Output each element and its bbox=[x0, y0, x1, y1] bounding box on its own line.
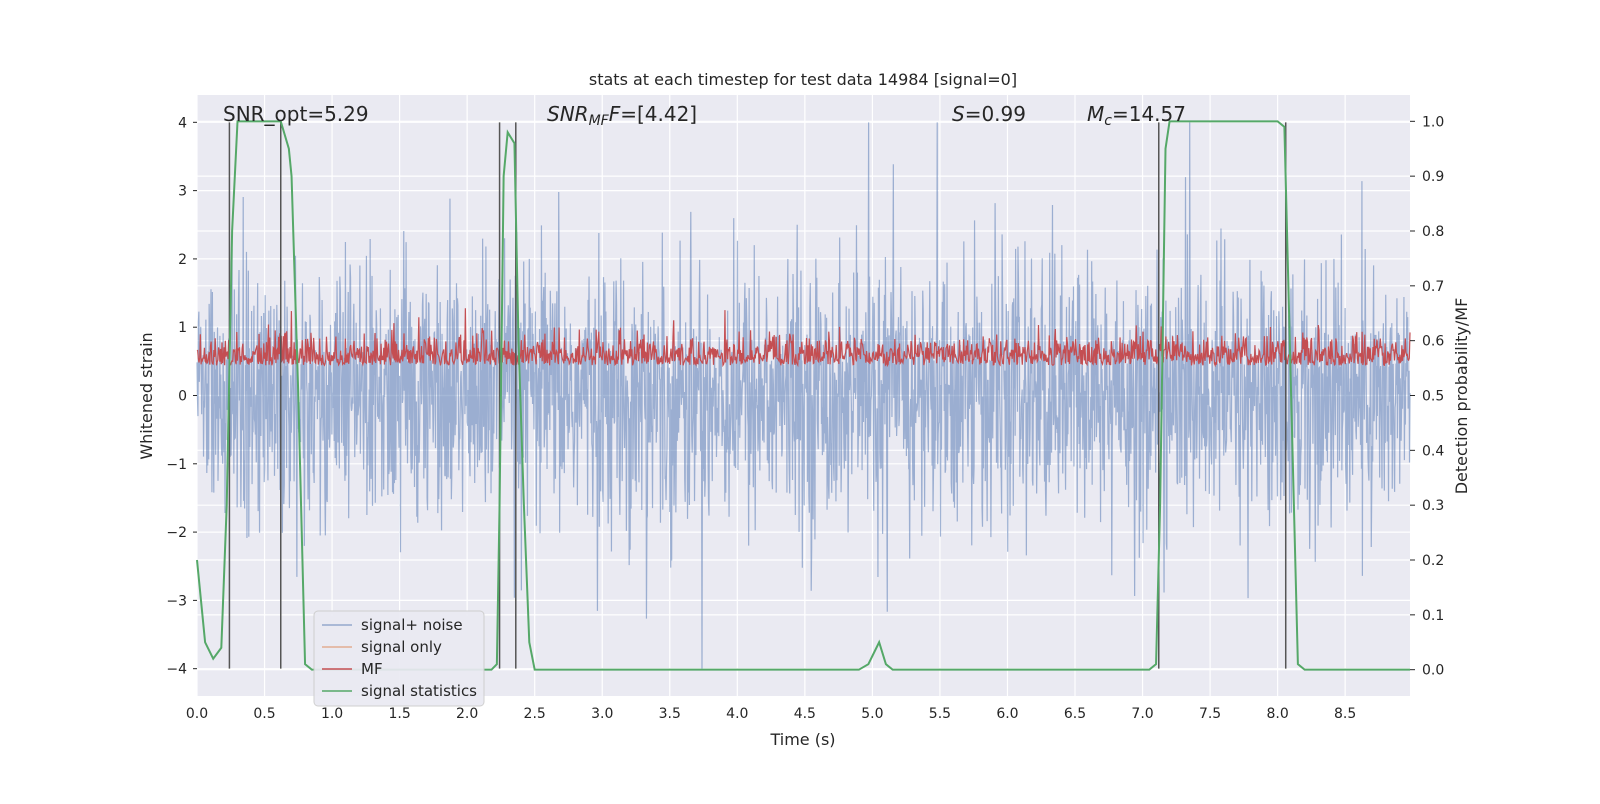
x-tick-label: 6.0 bbox=[996, 706, 1018, 722]
x-axis-label: Time (s) bbox=[769, 730, 835, 749]
x-tick-label: 2.0 bbox=[456, 706, 478, 722]
y-left-tick-label: −2 bbox=[166, 525, 187, 541]
x-tick-label: 0.0 bbox=[186, 706, 208, 722]
x-tick-label: 5.0 bbox=[861, 706, 883, 722]
y-right-tick-label: 0.1 bbox=[1422, 608, 1444, 624]
y-left-tick-label: 3 bbox=[178, 184, 187, 200]
legend-label-signal-statistics: signal statistics bbox=[361, 682, 477, 700]
signal-statistics-line bbox=[196, 120, 1410, 671]
y-left-axis-label: Whitened strain bbox=[137, 332, 156, 459]
x-tick-label: 7.0 bbox=[1131, 706, 1153, 722]
legend-label-signal-only: signal only bbox=[361, 638, 442, 656]
y-left-axis-ticks: −4 −3 −2 −1 0 1 2 3 4 bbox=[166, 115, 197, 678]
y-right-tick-label: 0.2 bbox=[1422, 553, 1444, 569]
x-tick-label: 8.5 bbox=[1334, 706, 1356, 722]
legend-box bbox=[313, 610, 485, 707]
x-tick-label: 8.0 bbox=[1266, 706, 1288, 722]
y-right-axis-ticks: 0.0 0.1 0.2 0.3 0.4 0.5 0.6 0.7 0.8 0.9 1.0 bbox=[1410, 114, 1444, 679]
x-tick-label: 0.5 bbox=[253, 706, 275, 722]
y-right-tick-label: 0.8 bbox=[1422, 224, 1444, 240]
y-right-tick-label: 0.3 bbox=[1422, 498, 1444, 514]
legend-label-mf: MF bbox=[361, 660, 383, 678]
signal-noise-line bbox=[196, 122, 1411, 669]
y-right-tick-label: 0.5 bbox=[1422, 389, 1444, 405]
x-tick-label: 6.5 bbox=[1064, 706, 1086, 722]
signal-statistics-series bbox=[196, 120, 1410, 671]
mf-series bbox=[196, 308, 1411, 368]
annotation-snr-mf: SNRMFF=[4.42] bbox=[547, 102, 697, 129]
x-tick-label: 4.0 bbox=[726, 706, 748, 722]
x-tick-label: 1.0 bbox=[321, 706, 343, 722]
y-left-tick-label: −1 bbox=[166, 457, 187, 473]
y-left-tick-label: 1 bbox=[178, 320, 187, 336]
y-left-tick-label: −3 bbox=[166, 593, 187, 609]
y-right-tick-label: 0.4 bbox=[1422, 443, 1444, 459]
annotation-s: S=0.99 bbox=[952, 102, 1026, 126]
x-tick-label: 5.5 bbox=[929, 706, 951, 722]
signal-noise-series bbox=[196, 122, 1411, 669]
x-tick-label: 2.5 bbox=[524, 706, 546, 722]
y-left-tick-label: 4 bbox=[178, 115, 187, 131]
y-left-tick-label: 0 bbox=[178, 389, 187, 405]
y-left-tick-label: −4 bbox=[166, 662, 187, 678]
y-right-tick-label: 0.9 bbox=[1422, 169, 1444, 185]
y-right-tick-label: 0.6 bbox=[1422, 334, 1444, 350]
x-tick-label: 4.5 bbox=[794, 706, 816, 722]
x-axis-ticks: 0.0 0.5 1.0 1.5 2.0 2.5 3.0 3.5 4.0 4.5 5.0 5.5 6.0 6… bbox=[186, 706, 1356, 722]
y-right-tick-label: 0.7 bbox=[1422, 279, 1444, 295]
x-tick-label: 1.5 bbox=[388, 706, 410, 722]
y-right-axis-label: Detection probability/MF bbox=[1452, 298, 1471, 495]
x-tick-label: 7.5 bbox=[1199, 706, 1221, 722]
y-left-tick-label: 2 bbox=[178, 252, 187, 268]
chart-title: stats at each timestep for test data 149… bbox=[589, 70, 1017, 89]
annotations: SNR_opt=5.29 SNRMFF=[4.42] S=0.99 Mc=14.… bbox=[223, 102, 1186, 129]
annotation-snr-opt: SNR_opt=5.29 bbox=[223, 102, 369, 126]
legend: signal+ noise signal only MF signal stat… bbox=[313, 610, 485, 707]
mf-line bbox=[196, 308, 1411, 368]
y-right-tick-label: 1.0 bbox=[1422, 114, 1444, 130]
x-tick-label: 3.5 bbox=[659, 706, 681, 722]
y-right-tick-label: 0.0 bbox=[1422, 663, 1444, 679]
legend-label-signal-noise: signal+ noise bbox=[361, 616, 463, 634]
x-tick-label: 3.0 bbox=[591, 706, 613, 722]
annotation-mc: Mc=14.57 bbox=[1087, 102, 1186, 129]
